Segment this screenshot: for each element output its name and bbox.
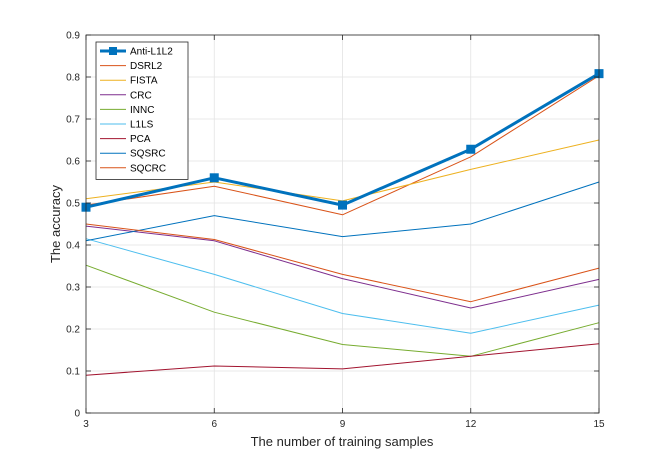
legend-label: SQCRC bbox=[130, 163, 166, 174]
legend-label: L1LS bbox=[130, 120, 154, 131]
legend-marker bbox=[109, 47, 117, 55]
x-tick-label: 3 bbox=[83, 419, 89, 430]
y-tick-label: 0.3 bbox=[66, 283, 80, 294]
legend-label: FISTA bbox=[130, 76, 158, 87]
series-line-innc bbox=[85, 264, 600, 357]
y-axis-label: The accuracy bbox=[48, 184, 63, 263]
y-tick-label: 0.9 bbox=[66, 31, 80, 42]
y-tick-label: 0.8 bbox=[66, 73, 80, 84]
x-tick-label: 6 bbox=[211, 419, 217, 430]
y-tick-label: 0.7 bbox=[66, 115, 80, 126]
data-point-anti-l1l2 bbox=[338, 200, 347, 210]
legend-label: PCA bbox=[130, 134, 151, 145]
legend-label: Anti-L1L2 bbox=[130, 47, 173, 58]
legend-label: SQSRC bbox=[130, 149, 166, 160]
legend: Anti-L1L2 DSRL2 FISTA CRC INNC L1LS PCA SQSRC SQ… bbox=[95, 41, 189, 180]
legend-box bbox=[95, 41, 189, 180]
legend-label: DSRL2 bbox=[130, 61, 163, 72]
series-line-sqcrc bbox=[85, 223, 600, 303]
data-point-anti-l1l2 bbox=[209, 173, 219, 183]
series-line-sqsrc bbox=[85, 181, 600, 242]
x-axis-label: The number of training samples bbox=[251, 434, 434, 449]
series-line-crc bbox=[85, 225, 600, 309]
y-tick-label: 0 bbox=[74, 409, 80, 420]
data-point-anti-l1l2 bbox=[466, 144, 476, 154]
series-line-l1ls bbox=[85, 238, 600, 334]
x-tick-label: 15 bbox=[593, 419, 605, 430]
y-tick-label: 0.5 bbox=[66, 199, 80, 210]
series-lines bbox=[81, 69, 604, 376]
axis-ticks: 3 6 9 12 15 0 0.1 0.2 0.3 0.4 0.5 0.6 0.7 0.8 0.9 bbox=[66, 31, 605, 431]
x-tick-label: 12 bbox=[465, 419, 477, 430]
legend-label: INNC bbox=[130, 105, 154, 116]
y-tick-label: 0.2 bbox=[66, 325, 80, 336]
x-tick-label: 9 bbox=[340, 419, 346, 430]
y-tick-label: 0.4 bbox=[66, 241, 80, 252]
y-tick-label: 0.1 bbox=[66, 367, 80, 378]
series-line-dsrl2 bbox=[85, 75, 600, 216]
y-tick-label: 0.6 bbox=[66, 157, 80, 168]
series-line-pca bbox=[85, 343, 600, 376]
legend-label: CRC bbox=[130, 90, 152, 101]
